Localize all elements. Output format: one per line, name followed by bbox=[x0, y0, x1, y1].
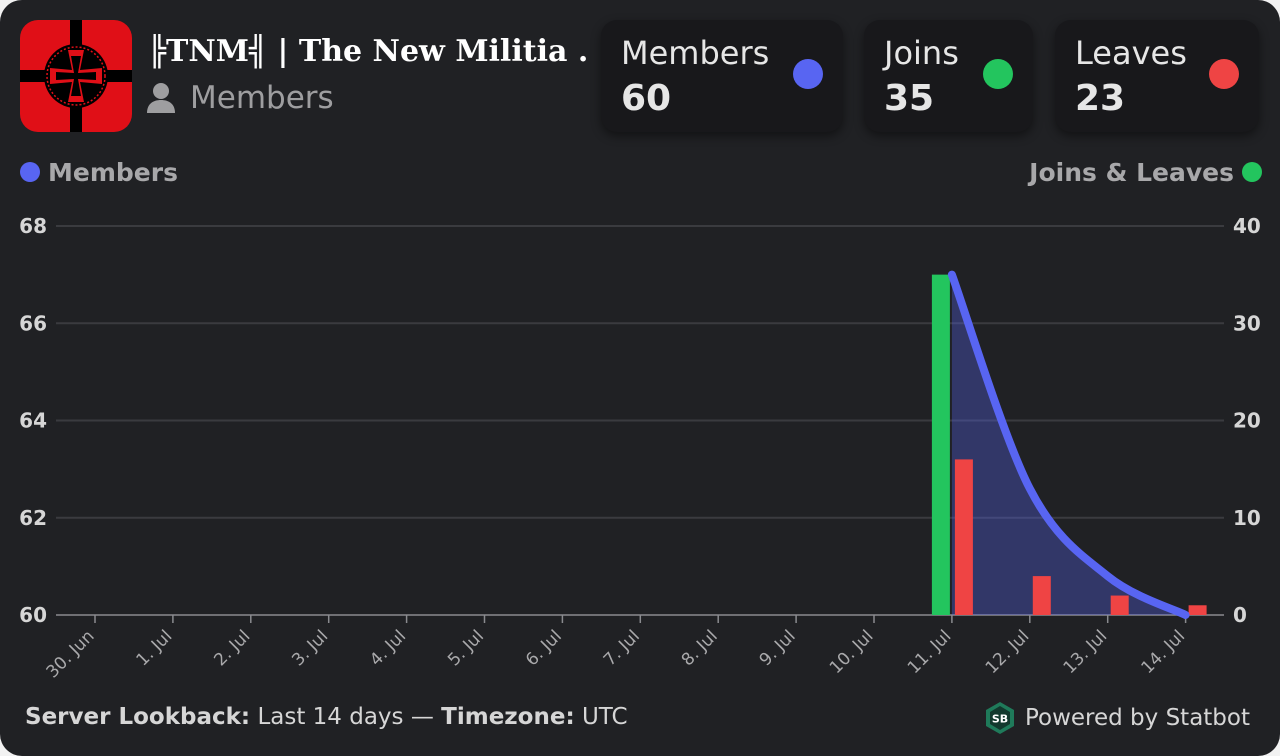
chart-subtitle: Members bbox=[146, 78, 334, 118]
x-tick-label: 7. Jul bbox=[600, 626, 644, 670]
x-tick-label: 6. Jul bbox=[522, 626, 566, 670]
y-right-tick-label: 10 bbox=[1233, 506, 1261, 530]
stat-label: Joins bbox=[884, 34, 959, 72]
powered-by-label: Powered by Statbot bbox=[1024, 705, 1250, 731]
legend-members-label: Members bbox=[48, 157, 178, 187]
stat-label: Leaves bbox=[1075, 34, 1187, 72]
stat-value: 23 bbox=[1075, 78, 1126, 119]
lookback-label: Server Lookback: bbox=[25, 704, 251, 730]
members-area bbox=[951, 274, 1186, 615]
footer-separator: — bbox=[410, 704, 434, 730]
x-tick-label: 30. Jun bbox=[43, 626, 99, 682]
members-chart: 60 62 64 66 68 0 10 20 30 40 30. Jun 1. Jul 2. Jul 3.… bbox=[19, 214, 1261, 682]
leaves-bar bbox=[1188, 605, 1207, 615]
x-tick-label: 4. Jul bbox=[366, 626, 410, 670]
legend-right: Joins & Leaves bbox=[1029, 156, 1262, 188]
timezone-label: Timezone: bbox=[441, 704, 575, 730]
stat-card-members: Members 60 bbox=[601, 20, 843, 132]
leaves-bar bbox=[954, 459, 973, 615]
y-left-tick-label: 62 bbox=[19, 506, 47, 530]
x-tick-label: 3. Jul bbox=[288, 626, 332, 670]
y-left-tick-label: 60 bbox=[19, 603, 47, 627]
footer-info: Server Lookback: Last 14 days — Timezone… bbox=[25, 704, 628, 730]
leaves-bar bbox=[1032, 576, 1051, 615]
lookback-value: Last 14 days bbox=[257, 704, 404, 730]
statbot-logo-icon: SB bbox=[985, 702, 1014, 734]
stat-value: 35 bbox=[884, 78, 935, 119]
subtitle-label: Members bbox=[190, 80, 334, 116]
powered-by: SB Powered by Statbot bbox=[983, 700, 1250, 736]
stat-card-joins: Joins 35 bbox=[864, 20, 1033, 132]
x-tick-label: 10. Jul bbox=[826, 626, 878, 678]
x-tick-label: 11. Jul bbox=[904, 626, 956, 678]
x-tick-label: 8. Jul bbox=[678, 626, 722, 670]
server-name: ╠TNM╣ | The New Militia ... bbox=[148, 34, 588, 69]
y-right-tick-label: 20 bbox=[1233, 409, 1261, 433]
joins-bar bbox=[931, 274, 950, 615]
x-tick-label: 12. Jul bbox=[982, 626, 1034, 678]
x-tick-label: 1. Jul bbox=[132, 626, 176, 670]
members-dot-icon bbox=[793, 59, 823, 89]
y-left-tick-label: 64 bbox=[19, 409, 47, 433]
x-tick-label: 5. Jul bbox=[444, 626, 488, 670]
timezone-value: UTC bbox=[581, 704, 628, 730]
x-tick-label: 2. Jul bbox=[210, 626, 254, 670]
stat-value: 60 bbox=[621, 78, 672, 119]
leaves-dot-icon bbox=[1209, 59, 1239, 89]
y-left-tick-label: 66 bbox=[19, 311, 47, 335]
joins-dot-icon bbox=[983, 59, 1013, 89]
stat-label: Members bbox=[621, 34, 770, 72]
members-legend-icon bbox=[20, 162, 40, 182]
logo-text: SB bbox=[992, 713, 1008, 726]
legend-left: Members bbox=[20, 156, 178, 188]
militia-flag-icon bbox=[20, 20, 132, 132]
joins-legend-icon bbox=[1242, 162, 1262, 182]
members-line bbox=[947, 270, 1190, 619]
x-tick-label: 14. Jul bbox=[1138, 626, 1190, 678]
user-icon bbox=[147, 83, 175, 113]
x-tick-label: 9. Jul bbox=[756, 626, 800, 670]
server-icon bbox=[20, 20, 132, 132]
x-tick-label: 13. Jul bbox=[1060, 626, 1112, 678]
y-right-tick-label: 0 bbox=[1233, 603, 1247, 627]
y-right-tick-label: 40 bbox=[1233, 214, 1261, 238]
leaves-bar bbox=[1110, 595, 1129, 615]
legend-joins-leaves-label: Joins & Leaves bbox=[1029, 157, 1234, 187]
y-left-tick-label: 68 bbox=[19, 214, 47, 238]
stat-card-leaves: Leaves 23 bbox=[1055, 20, 1259, 132]
y-right-tick-label: 30 bbox=[1233, 311, 1261, 335]
